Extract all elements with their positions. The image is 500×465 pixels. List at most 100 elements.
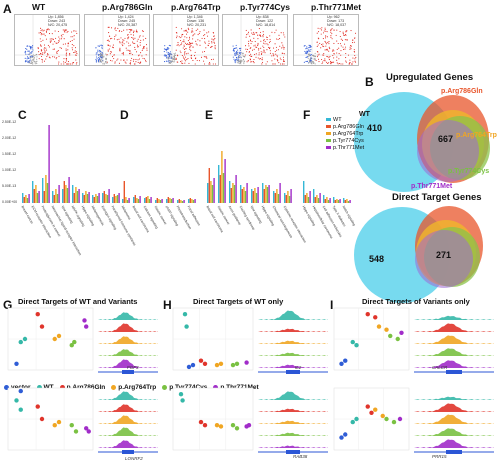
bar-groupsC-4-4 (68, 177, 70, 203)
volcano-title-4: p.Thr771Met (311, 2, 362, 12)
bar-groupsC-9-3 (116, 195, 119, 203)
bar-groupsC-9-1 (113, 194, 115, 203)
bar-groupsE-4-4 (257, 187, 259, 203)
h-bottom-track-4 (258, 445, 328, 448)
bar-groupsC-6-1 (83, 195, 85, 203)
gene-label-fgf3: FGF3 (127, 365, 139, 370)
scatter-point (218, 424, 224, 429)
bar-groupsD-3-2 (158, 199, 160, 203)
bar-groupsE-1-3 (222, 173, 225, 203)
bar-groupsC-7-3 (96, 196, 99, 203)
scatter-point (354, 343, 359, 348)
g-bottom-track-4 (98, 440, 158, 448)
scatter-point (82, 318, 87, 323)
bar-groupsC-1-3 (36, 193, 39, 203)
bar-groupsD-4-4 (172, 198, 174, 203)
gene-label-il2: IL2 (295, 365, 302, 370)
panel-g-label: G (3, 298, 13, 312)
g-top-track-4 (98, 359, 158, 368)
scatter-point (39, 416, 45, 422)
bar-groupsF-3-4 (339, 199, 341, 203)
bar-groupsE-7-3 (288, 196, 291, 203)
bar-groupsF-0-4 (309, 191, 311, 203)
gene-label-lonrf2: LONRF2 (125, 456, 143, 461)
bar-groupsC-9-2 (115, 196, 117, 203)
bar-groupsF-1-1 (314, 197, 316, 203)
bar-groupsC-3-2 (55, 189, 57, 203)
volcano-stats-0: Up: 1,856 Down: 243 N/C: 20,475 (48, 15, 68, 28)
scatter-point (384, 327, 389, 332)
bar-groupsF-3-0 (333, 197, 335, 203)
scatter-point (56, 333, 62, 339)
scatter-point (182, 312, 188, 317)
venn-direct-targets (354, 206, 483, 303)
bar-groupsE-2-1 (230, 188, 232, 203)
scatter-point (73, 429, 79, 434)
bar-groupsC-1-4 (38, 191, 40, 203)
sample-legend: vector WT p.Arg786Gln p.Arg764Trp p.Tyr774Cy… (4, 376, 304, 394)
legend-item-3: p.Tyr774Cys (326, 138, 364, 145)
venn1-shared-count: 667 (438, 134, 454, 144)
bar-groupsD-0-1 (123, 181, 125, 203)
bar-groupsD-5-0 (177, 200, 179, 203)
legend2-text-2: p.Arg786Gln (66, 384, 106, 391)
scatter-point (369, 410, 374, 415)
scatter-point (56, 419, 62, 425)
bar-groupsD-5-2 (180, 200, 182, 203)
bar-groupsC-2-4 (48, 125, 50, 203)
bar-groupsC-6-4 (88, 192, 90, 203)
legend2-text-5: p.Thr771Met (220, 384, 259, 391)
bar-groupsE-5-2 (265, 185, 267, 203)
bar-groupsF-1-2 (316, 195, 318, 203)
legend-text-4: p.Thr771Met (333, 145, 365, 151)
bar-groupsE-6-1 (274, 193, 276, 203)
bar-groupsD-0-0 (122, 199, 124, 203)
gene-label-rab38: RAB38 (293, 454, 308, 459)
scatter-point (234, 361, 240, 366)
bar-groupsE-4-0 (251, 189, 253, 203)
bar-groupsC-9-0 (112, 197, 114, 203)
legend2-item-4: p.Tyr774Cys (162, 384, 207, 391)
bar-groupsF-4-2 (346, 199, 348, 203)
scatter-point (397, 416, 403, 422)
scatter-point (186, 364, 192, 370)
legend-swatch-3 (326, 139, 331, 143)
scatter-point (244, 360, 249, 365)
scatter-point (184, 324, 189, 329)
bar-groupsF-3-3 (337, 200, 340, 203)
bar-groupsF-4-1 (344, 200, 346, 203)
bar-groupsF-2-0 (323, 195, 325, 203)
bar-groupsC-0-4 (28, 194, 30, 203)
venn1-wt-label: WT (359, 111, 370, 118)
legend-swatch-1 (326, 125, 331, 129)
bar-groupsC-1-2 (35, 185, 37, 203)
bar-groupsE-7-1 (285, 195, 287, 203)
scatter-point (218, 361, 224, 366)
i-top-track-1 (414, 323, 494, 332)
bar-groupsF-1-3 (317, 198, 320, 203)
bar-groupsD-2-2 (147, 196, 149, 203)
legend2-dot-1 (36, 384, 42, 390)
i-top-track-3 (414, 348, 494, 356)
scatter-point (230, 423, 236, 428)
bar-groupsD-5-1 (178, 199, 180, 203)
bar-groupsD-5-3 (181, 201, 184, 203)
bar-groupsD-6-0 (188, 199, 190, 203)
bar-groupsD-2-1 (145, 197, 147, 203)
legend-item-4: p.Thr771Met (326, 145, 364, 152)
bar-groupsC-5-2 (75, 187, 77, 203)
bar-groupsC-6-2 (85, 191, 87, 203)
bar-groupsC-2-1 (43, 191, 45, 203)
legend2-dot-5 (213, 384, 219, 390)
legend-swatch-0 (326, 118, 331, 122)
bar-groupsF-1-4 (319, 193, 321, 203)
volcano-plot-1 (84, 14, 150, 66)
bar-groupsF-0-2 (306, 193, 308, 203)
legend-text-0: WT (333, 117, 342, 123)
bar-groupsE-4-1 (252, 191, 254, 203)
bar-groupsD-5-4 (183, 200, 185, 203)
legend-text-1: p.Arg786Gln (333, 124, 364, 130)
panel-d-label: D (120, 108, 129, 122)
bar-groupsD-2-4 (150, 197, 152, 203)
scatter-point (339, 361, 344, 366)
